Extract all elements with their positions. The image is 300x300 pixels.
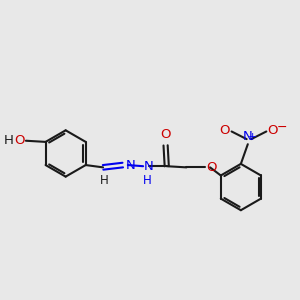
- Text: N: N: [125, 159, 135, 172]
- Text: −: −: [277, 121, 287, 134]
- Text: +: +: [247, 132, 257, 142]
- Text: O: O: [219, 124, 229, 137]
- Text: H: H: [100, 174, 109, 187]
- Text: H: H: [4, 134, 14, 147]
- Text: O: O: [206, 161, 217, 174]
- Text: O: O: [160, 128, 171, 141]
- Text: O: O: [268, 124, 278, 137]
- Text: O: O: [14, 134, 25, 147]
- Text: N: N: [144, 160, 153, 173]
- Text: H: H: [143, 174, 152, 187]
- Text: N: N: [243, 130, 253, 143]
